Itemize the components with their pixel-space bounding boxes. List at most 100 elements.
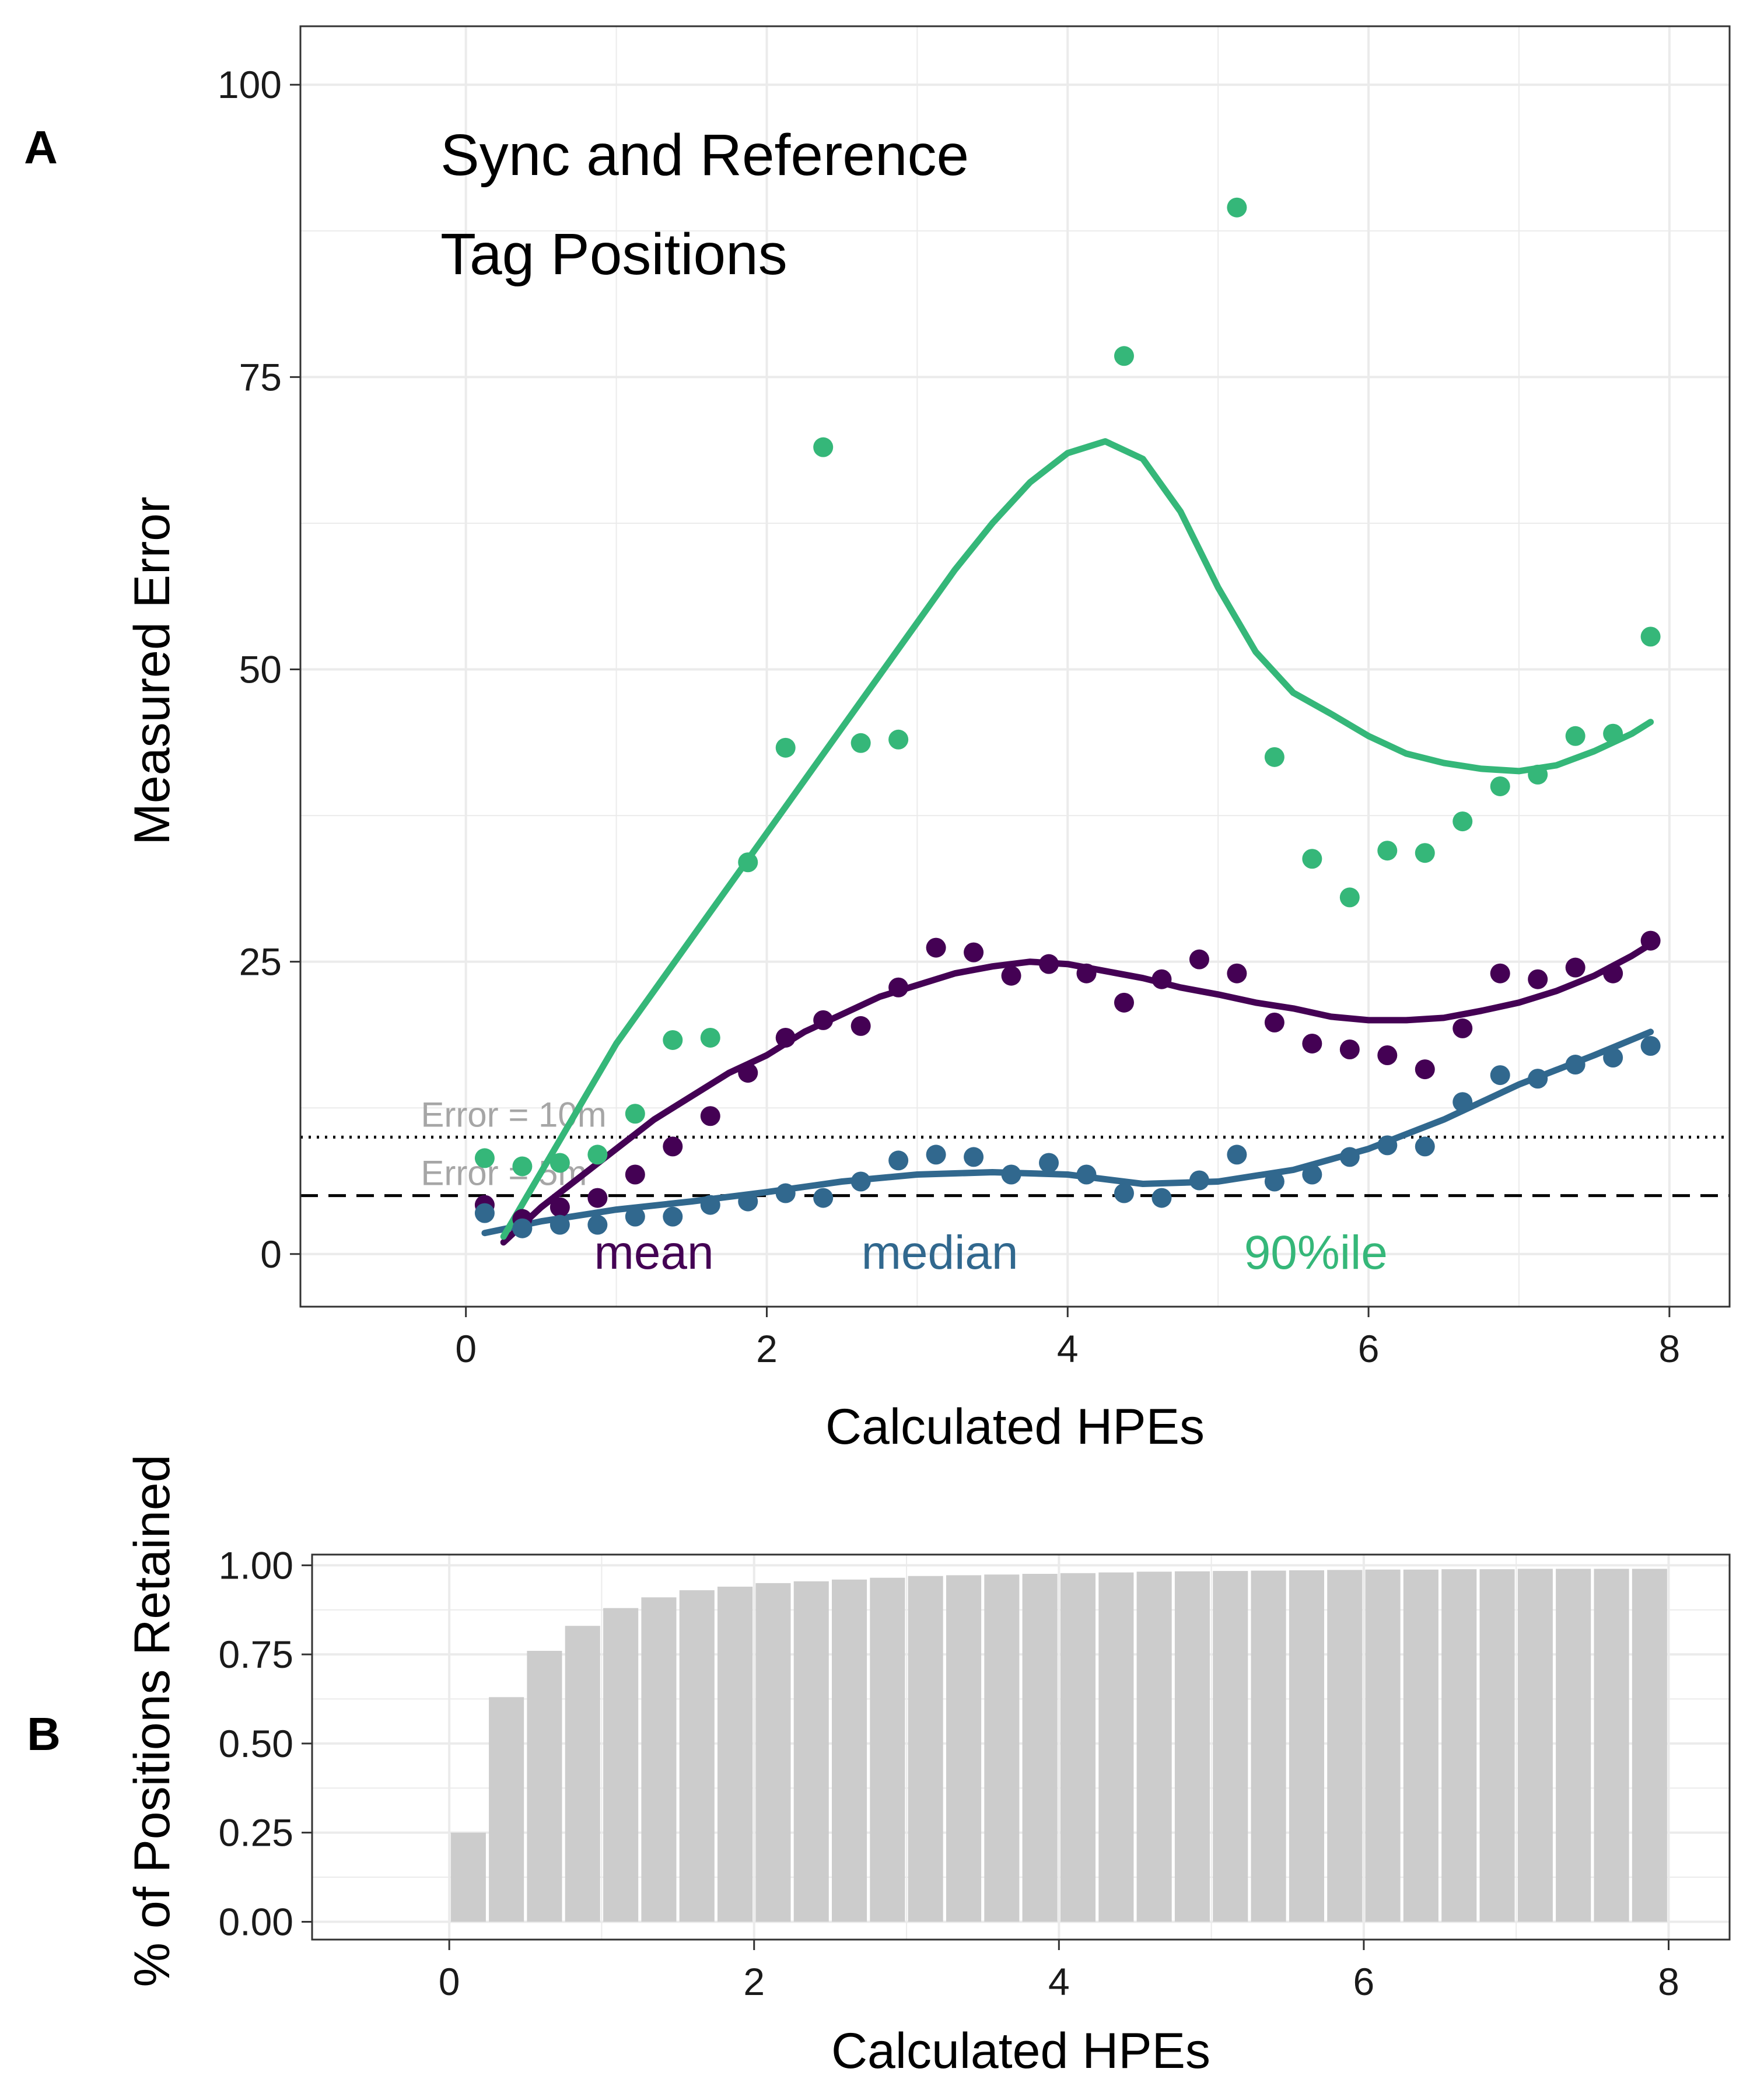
y-tick-label: 0.00 [219,1900,293,1943]
point-mean [1339,1039,1360,1059]
bar [1403,1569,1438,1922]
point-median [1189,1170,1209,1191]
point-median [775,1183,796,1203]
y-tick-label: 0 [260,1233,282,1276]
bar [1213,1571,1248,1922]
panel-a-y-ticks: 0 25 50 75 100 [218,63,300,1276]
point-mean [1001,965,1021,986]
bar [1174,1571,1210,1922]
point-median [1603,1048,1623,1068]
point-median [625,1206,645,1227]
point-p90 [1603,723,1623,744]
bar [946,1575,982,1922]
panel-b-label: B [27,1708,61,1760]
point-median [1227,1144,1247,1165]
y-tick-label: 100 [218,63,282,106]
panel-a-series-labels: mean median 90%ile [594,1226,1387,1279]
title-line: Sync and Reference [440,123,969,188]
point-mean [700,1106,720,1126]
point-median [1152,1188,1172,1208]
point-mean [775,1027,796,1048]
point-p90 [1565,726,1586,746]
bar [1060,1573,1096,1922]
bar [832,1579,867,1922]
panel-b: B 0 2 4 6 8 0.00 0.25 0.50 0.75 1.00 Calculated … [27,1454,1731,2079]
y-tick-label: 0.75 [219,1633,293,1676]
point-mean [926,937,946,958]
point-mean [1039,954,1059,974]
panel-b-y-ticks: 0.00 0.25 0.50 0.75 1.00 [219,1544,312,1943]
series-label-mean: mean [594,1226,713,1279]
point-p90 [1490,776,1510,796]
bar [984,1574,1020,1922]
panel-a-x-axis-label: Calculated HPEs [825,1399,1205,1455]
panel-a-title: Sync and Reference Tag Positions [440,123,969,287]
bar [450,1832,486,1922]
point-mean [1452,1018,1473,1038]
point-mean [1490,963,1510,984]
x-tick-label: 4 [1057,1327,1079,1370]
bar [1327,1570,1363,1922]
point-mean [888,977,909,998]
point-p90 [1302,849,1322,869]
x-tick-label: 0 [439,1960,460,2003]
point-median [738,1191,758,1212]
bar [908,1576,943,1922]
point-median [512,1218,533,1238]
point-median [1490,1065,1510,1086]
bar [793,1581,829,1922]
series-label-median: median [862,1226,1019,1279]
bar [1098,1572,1134,1922]
point-median [1001,1164,1021,1185]
bar [1251,1570,1286,1922]
series-label-p90: 90%ile [1244,1226,1388,1279]
y-tick-label: 0.50 [219,1722,293,1765]
reference-label-10m: Error = 10m [421,1095,606,1134]
point-mean [663,1136,683,1157]
bar [1441,1569,1477,1922]
bar [1365,1569,1401,1922]
bar [1289,1570,1324,1922]
point-mean [813,1010,834,1030]
point-median [850,1171,871,1192]
title-line: Tag Positions [440,222,788,287]
y-tick-label: 50 [239,648,282,691]
point-mean [1114,992,1134,1013]
point-median [1452,1092,1473,1112]
point-median [926,1144,946,1165]
bar [1556,1569,1591,1922]
bar [1136,1572,1172,1922]
point-mean [738,1063,758,1083]
point-p90 [700,1027,720,1048]
panel-a-grid [300,26,1730,1307]
y-tick-label: 25 [239,940,282,984]
point-mean [1152,969,1172,989]
point-p90 [1640,626,1661,647]
point-median [1528,1069,1548,1089]
y-tick-label: 0.25 [219,1811,293,1854]
point-median [474,1203,495,1223]
point-median [1565,1055,1586,1075]
bar [565,1626,600,1922]
bar [641,1597,677,1922]
panel-b-x-ticks: 0 2 4 6 8 [439,1940,1679,2003]
point-median [888,1150,909,1171]
point-mean [1227,963,1247,984]
bar [1517,1569,1553,1922]
point-p90 [550,1153,570,1173]
x-tick-label: 6 [1358,1327,1380,1370]
point-p90 [1227,197,1247,218]
panel-a-points [474,197,1661,1238]
x-tick-label: 2 [756,1327,778,1370]
x-tick-label: 8 [1658,1960,1679,2003]
point-mean [850,1016,871,1036]
point-p90 [474,1148,495,1168]
panel-b-x-axis-label: Calculated HPEs [831,2023,1210,2079]
bar [755,1583,791,1922]
point-mean [1264,1012,1284,1032]
x-tick-label: 0 [455,1327,477,1370]
panel-b-border [311,1553,1731,1941]
point-median [813,1188,834,1208]
